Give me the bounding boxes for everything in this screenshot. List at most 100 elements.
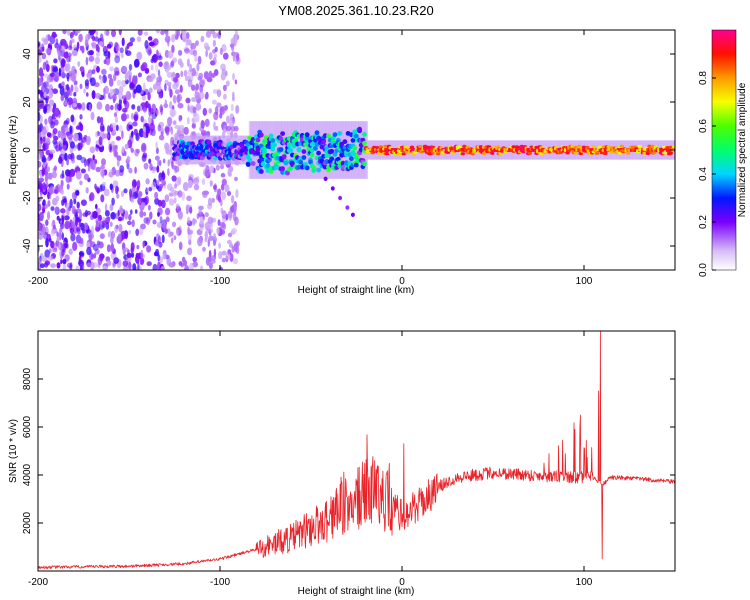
spectrogram-cell (178, 115, 182, 123)
spectrogram-cell (339, 141, 344, 147)
spectrogram-cell (183, 70, 188, 77)
spectrogram-cell (41, 227, 47, 233)
spectrogram-cell (76, 102, 82, 108)
spectrogram-cell (94, 36, 99, 42)
spectrogram-cell (321, 139, 326, 145)
spectrogram-cell (114, 116, 119, 124)
spectrogram-cell (66, 30, 71, 36)
spectrogram-cell (350, 212, 355, 217)
spectrogram-cell (262, 148, 267, 154)
spectrogram-cell (40, 263, 45, 269)
spectrogram-cell (220, 63, 226, 71)
spectrogram-cell (278, 136, 284, 142)
spectrogram-cell (53, 141, 59, 149)
spectrogram-cell (65, 169, 71, 177)
spectrogram-cell (52, 66, 59, 73)
spectrogram-cell (434, 148, 438, 152)
spectrogram-cell (147, 91, 151, 101)
spectrogram-cell (191, 84, 196, 91)
spectrogram-cell (105, 54, 109, 60)
spectrogram-cell (207, 203, 213, 210)
spectrogram-cell (141, 62, 148, 70)
spectrogram-cell (136, 105, 141, 112)
spectrogram-cell (96, 187, 100, 194)
spectrogram-cell (68, 248, 73, 255)
spectrogram-cell (120, 53, 124, 59)
spectrogram-cell (70, 233, 76, 242)
spectrogram-cell (171, 175, 177, 182)
spectrogram-cell (50, 206, 55, 212)
spectrogram-cell (76, 41, 80, 50)
spectrogram-cell (76, 201, 80, 209)
spectrogram-cell (106, 43, 112, 49)
spectrogram-cell (46, 132, 51, 138)
spectrogram-cell (219, 164, 225, 170)
spectrogram-cell (280, 131, 285, 137)
spectrogram-cell (384, 148, 387, 152)
spectrogram-cell (115, 185, 119, 195)
spectrogram-cell (79, 83, 83, 90)
spectrogram-cell (128, 167, 133, 174)
spectrogram-cell (215, 125, 218, 131)
spectrogram-cell (385, 152, 390, 156)
spectrogram-cell (146, 187, 149, 193)
spectrogram-cell (156, 147, 159, 155)
spectrogram-cell (498, 152, 503, 156)
colorbar-ticks: 0.0 0.2 0.4 0.6 0.8 (698, 71, 716, 277)
spectrogram-cell (140, 257, 145, 265)
y-tick-label: 4000 (22, 463, 33, 486)
spectrogram-cell (115, 124, 119, 131)
spectrogram-cell (142, 107, 147, 113)
spectrogram-cell (72, 102, 77, 108)
spectrogram-cell (59, 222, 65, 230)
spectrogram-cell (155, 64, 159, 73)
spectrogram-cell (47, 105, 53, 112)
spectrogram-cell (45, 47, 52, 54)
spectrogram-cell (61, 170, 65, 179)
spectrogram-cell (75, 216, 80, 222)
spectrogram-cell (220, 72, 226, 81)
snr-frame (37, 330, 676, 572)
spectrogram-cell (221, 191, 227, 200)
spectrogram-cell (89, 192, 95, 202)
spectrogram-cell (100, 169, 105, 177)
spectrogram-cell (245, 162, 251, 167)
spectrogram-cell (156, 55, 163, 61)
spectrogram-cell (145, 178, 150, 185)
spectrogram-cell (115, 46, 120, 52)
spectrogram-cell (74, 84, 78, 90)
spectrogram-cell (224, 184, 230, 193)
spectrogram-cell (645, 151, 651, 155)
spectrogram-cell (63, 100, 68, 106)
spectrogram-cell (194, 91, 201, 100)
chart-title: YM08.2025.361.10.23.R20 (278, 3, 433, 18)
spectrogram-cell (43, 38, 49, 45)
spectrogram-cell (430, 148, 433, 152)
spectrogram-cell (106, 125, 111, 134)
spectrogram-cell (176, 94, 181, 104)
spectrogram-cell (88, 103, 92, 112)
spectrogram-cell (95, 92, 101, 99)
spectrogram-cell (102, 265, 108, 270)
spectrogram-cell (199, 84, 204, 94)
spectrogram-cell (38, 41, 41, 48)
spectrogram-cell (108, 169, 114, 178)
spectrogram-cell (283, 160, 289, 166)
spectrogram-cell (89, 146, 96, 154)
spectrogram-cell (62, 243, 66, 253)
spectrogram-cell (121, 66, 128, 73)
spectrogram-cell (164, 194, 170, 202)
spectrogram-cell (187, 230, 193, 235)
spectrogram-cell (144, 40, 149, 49)
spectrogram-cell (38, 77, 43, 86)
spectrogram-cell (146, 261, 152, 267)
spectrogram-cell (390, 148, 394, 152)
spectrogram-cell (86, 228, 92, 234)
spectrogram-cell (156, 165, 160, 173)
spectrogram-cell (42, 208, 45, 214)
spectrogram-cell (141, 154, 147, 162)
spectrogram-cell (64, 220, 71, 230)
spectrogram-cell (227, 210, 233, 219)
spectrogram-cell (222, 84, 227, 92)
